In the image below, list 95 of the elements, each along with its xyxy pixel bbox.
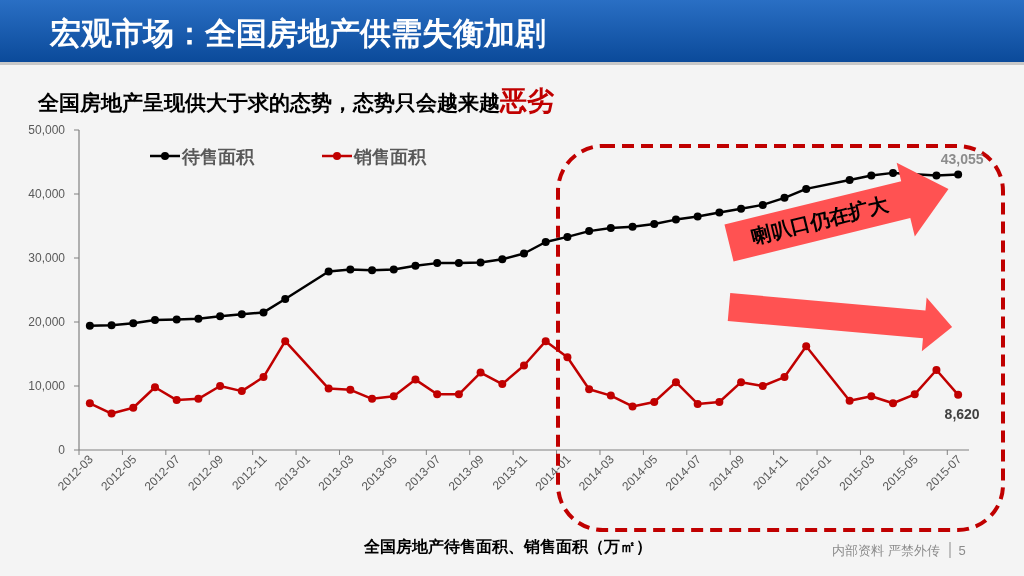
x-axis-title: 全国房地产待售面积、销售面积（万㎡）: [363, 537, 652, 556]
point: [85, 321, 94, 330]
point: [107, 409, 116, 418]
point: [324, 267, 333, 276]
y-tick-label: 20,000: [28, 315, 66, 329]
point: [389, 265, 398, 274]
point: [585, 227, 594, 236]
point: [563, 353, 572, 362]
point: [476, 258, 485, 267]
point: [845, 396, 854, 405]
point: [411, 261, 420, 270]
point: [737, 378, 746, 387]
point: [454, 259, 463, 268]
point: [802, 342, 811, 351]
y-tick-label: 10,000: [28, 379, 66, 393]
point: [194, 394, 203, 403]
point: [368, 394, 377, 403]
point: [541, 337, 550, 346]
point: [954, 390, 963, 399]
legend-label: 待售面积: [181, 147, 255, 167]
point: [780, 373, 789, 382]
point: [237, 310, 246, 319]
point: [194, 314, 203, 323]
point: [216, 312, 225, 321]
data-label: 43,055: [940, 151, 984, 168]
point: [606, 223, 615, 232]
legend-label: 销售面积: [353, 147, 427, 167]
point: [129, 319, 138, 328]
y-tick-label: 50,000: [28, 123, 66, 137]
point: [150, 383, 159, 392]
data-label: 8,620: [944, 405, 980, 422]
point: [237, 387, 246, 396]
point: [216, 382, 225, 390]
point: [541, 238, 550, 246]
point: [628, 402, 637, 411]
point: [520, 361, 528, 370]
text: 5: [958, 543, 966, 558]
point: [172, 315, 181, 324]
point: [758, 382, 767, 390]
point: [802, 184, 811, 193]
point: [910, 390, 919, 399]
point: [585, 385, 594, 394]
point: [498, 380, 507, 389]
point: [346, 385, 355, 394]
point: [780, 193, 789, 202]
point: [498, 255, 507, 264]
point: [954, 170, 963, 179]
point: [172, 396, 181, 405]
point: [889, 168, 898, 177]
point: [259, 373, 268, 382]
point: [281, 294, 290, 303]
point: [628, 222, 637, 231]
legend-item: 待售面积: [150, 147, 254, 167]
point: [259, 308, 268, 317]
y-tick-label: 30,000: [28, 251, 66, 265]
y-tick-label: 40,000: [28, 187, 66, 201]
point: [737, 204, 746, 213]
point: [932, 366, 941, 374]
point: [845, 175, 854, 184]
point: [563, 232, 572, 241]
y-tick-label: 0: [58, 443, 66, 457]
point: [389, 392, 398, 401]
point: [324, 384, 333, 393]
chart-title: 宏观市场：全国房地产供需失衡加剧: [49, 16, 546, 51]
point: [650, 398, 659, 406]
point: [346, 265, 355, 274]
point: [650, 220, 659, 229]
point: [281, 337, 290, 346]
point: [715, 398, 724, 406]
point: [606, 391, 615, 400]
point: [758, 200, 767, 209]
annotation: 喇叭口仍在扩大: [748, 192, 892, 248]
point: [867, 171, 876, 180]
point: [150, 316, 159, 325]
point: [107, 321, 116, 330]
point: [476, 368, 485, 377]
point: [520, 249, 528, 258]
point: [671, 378, 680, 387]
point: [693, 212, 702, 221]
point: [932, 171, 941, 180]
point: [433, 390, 442, 399]
legend-item: 销售面积: [322, 147, 426, 167]
point: [671, 215, 680, 224]
point: [454, 390, 463, 399]
text: 内部资料 严禁外传: [832, 543, 940, 558]
point: [368, 266, 377, 275]
point: [85, 399, 94, 408]
point: [867, 392, 876, 401]
point: [129, 403, 138, 412]
point: [411, 375, 420, 384]
point: [693, 399, 702, 408]
point: [889, 399, 898, 408]
point: [715, 208, 724, 217]
chart-subtitle: 全国房地产呈现供大于求的态势，态势只会越来越恶劣: [37, 86, 555, 116]
point: [433, 259, 442, 268]
